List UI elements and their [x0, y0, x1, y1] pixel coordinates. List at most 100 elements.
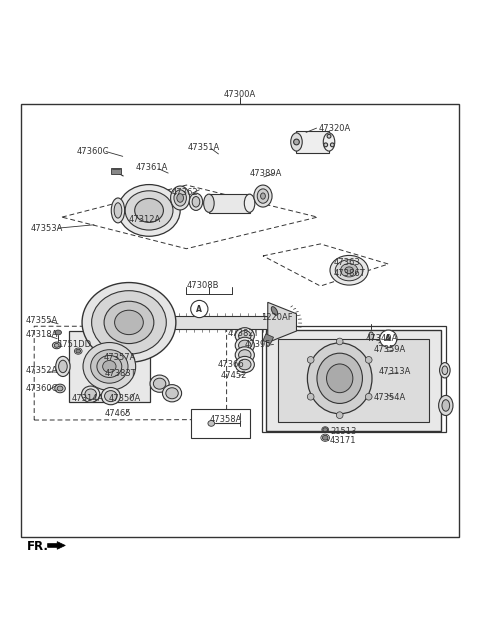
Ellipse shape [82, 386, 100, 403]
Ellipse shape [442, 400, 450, 411]
Ellipse shape [340, 263, 358, 277]
Bar [266, 330, 441, 431]
Text: 47362: 47362 [172, 188, 199, 197]
Ellipse shape [85, 389, 96, 399]
Ellipse shape [235, 356, 254, 372]
Ellipse shape [52, 342, 61, 349]
Ellipse shape [174, 190, 186, 206]
Text: 47357A: 47357A [104, 353, 136, 362]
Ellipse shape [135, 199, 163, 222]
Text: 47308B: 47308B [186, 281, 219, 290]
Circle shape [330, 143, 334, 147]
Ellipse shape [57, 386, 63, 391]
Ellipse shape [91, 350, 128, 383]
Ellipse shape [345, 267, 353, 274]
Bar [144, 316, 268, 329]
Ellipse shape [239, 350, 251, 360]
Text: 47389A: 47389A [250, 169, 282, 178]
Circle shape [365, 394, 372, 400]
Ellipse shape [55, 330, 61, 335]
Ellipse shape [307, 343, 372, 413]
Ellipse shape [235, 347, 254, 363]
Circle shape [307, 356, 314, 363]
Ellipse shape [154, 378, 166, 389]
Text: 47313A: 47313A [379, 367, 411, 376]
Text: 47354A: 47354A [374, 392, 406, 401]
Text: 47383T: 47383T [105, 369, 137, 378]
Ellipse shape [323, 428, 327, 431]
Polygon shape [268, 303, 297, 342]
Text: 47360C: 47360C [76, 147, 109, 156]
Ellipse shape [101, 388, 120, 404]
Ellipse shape [323, 435, 328, 440]
Ellipse shape [76, 349, 81, 353]
Text: 47312A: 47312A [129, 215, 161, 224]
Ellipse shape [97, 356, 122, 378]
Text: 47363: 47363 [334, 258, 360, 267]
Text: 47355A: 47355A [25, 315, 58, 324]
Ellipse shape [208, 420, 215, 426]
Ellipse shape [261, 193, 265, 199]
Ellipse shape [317, 353, 362, 403]
Ellipse shape [335, 260, 363, 281]
Ellipse shape [440, 363, 450, 378]
Bar [209, 194, 250, 213]
Ellipse shape [125, 191, 173, 230]
Ellipse shape [82, 283, 176, 362]
Ellipse shape [177, 194, 183, 203]
Ellipse shape [439, 395, 453, 415]
Bar [297, 131, 329, 153]
Ellipse shape [291, 133, 302, 151]
Ellipse shape [103, 360, 116, 372]
Ellipse shape [105, 390, 117, 402]
Ellipse shape [369, 332, 373, 340]
Ellipse shape [239, 359, 251, 370]
Bar [111, 168, 121, 174]
Ellipse shape [83, 342, 136, 390]
Ellipse shape [323, 133, 335, 151]
Text: 43171: 43171 [330, 436, 357, 445]
Ellipse shape [244, 194, 255, 212]
Ellipse shape [204, 194, 214, 212]
Circle shape [380, 330, 397, 347]
Ellipse shape [239, 331, 251, 341]
Ellipse shape [118, 185, 180, 237]
Text: 47352A: 47352A [25, 366, 58, 375]
Ellipse shape [162, 385, 181, 402]
Circle shape [307, 394, 314, 400]
Ellipse shape [114, 203, 122, 218]
Ellipse shape [330, 255, 368, 285]
Ellipse shape [235, 337, 254, 354]
Ellipse shape [326, 364, 353, 393]
Text: 47300A: 47300A [224, 90, 256, 99]
Ellipse shape [254, 185, 272, 207]
Bar [191, 409, 250, 438]
Ellipse shape [442, 366, 448, 374]
Text: 47452: 47452 [221, 371, 247, 380]
Text: 47353A: 47353A [30, 224, 63, 233]
Text: 47351A: 47351A [187, 143, 220, 152]
Text: 47465: 47465 [105, 410, 132, 419]
Text: 47320A: 47320A [319, 124, 351, 133]
Ellipse shape [189, 193, 203, 210]
Ellipse shape [170, 186, 190, 210]
Text: A: A [196, 304, 202, 313]
Ellipse shape [56, 356, 70, 376]
Text: 47349A: 47349A [365, 334, 397, 343]
Text: 1220AF: 1220AF [261, 313, 293, 322]
Bar [262, 326, 446, 431]
Polygon shape [263, 334, 274, 344]
Ellipse shape [239, 340, 251, 351]
Circle shape [336, 412, 343, 419]
Ellipse shape [104, 301, 154, 344]
Ellipse shape [55, 384, 65, 393]
Ellipse shape [192, 197, 200, 207]
Text: 47318A: 47318A [25, 330, 58, 339]
Ellipse shape [235, 328, 254, 344]
Bar [278, 338, 429, 422]
Text: 47395: 47395 [245, 340, 271, 349]
Circle shape [365, 356, 372, 363]
Text: 47350A: 47350A [108, 394, 141, 403]
Ellipse shape [150, 375, 169, 392]
Circle shape [336, 338, 343, 345]
